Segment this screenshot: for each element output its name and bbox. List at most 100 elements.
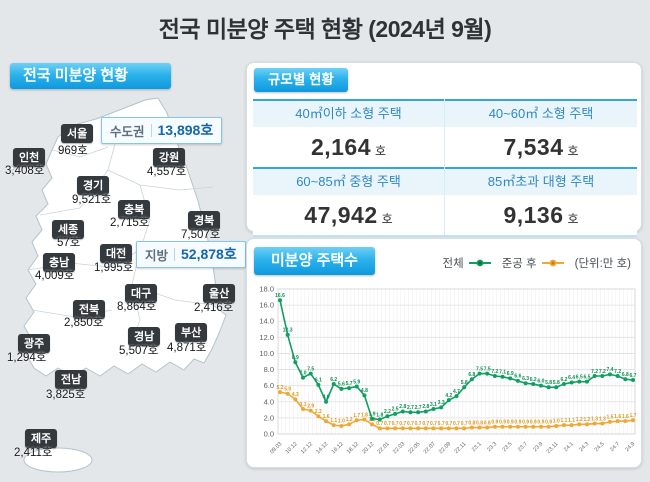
data-label: 2.8	[399, 404, 406, 410]
unit-suffix: 호	[567, 211, 579, 226]
data-label: 1.1	[560, 418, 567, 424]
svg-text:10.12: 10.12	[285, 441, 299, 455]
data-point	[316, 382, 321, 387]
size-cell-value: 47,942	[304, 201, 378, 228]
data-label: 1.2	[346, 417, 353, 423]
legend-label-completed: 준공 후	[501, 258, 537, 270]
data-point	[416, 410, 421, 415]
data-point	[370, 422, 375, 427]
data-point	[600, 374, 605, 378]
data-point	[370, 416, 375, 421]
region-count: 3,825호	[46, 389, 86, 401]
data-label: 7.5	[476, 366, 483, 372]
capital-area-total: 수도권 13,898호	[101, 117, 223, 144]
chart-legend: 전체 준공 후 (단위:만 호)	[443, 255, 631, 271]
data-label: 12.3	[283, 328, 293, 334]
data-point	[347, 422, 352, 427]
data-point	[377, 426, 382, 431]
data-point	[561, 382, 566, 387]
svg-text:23.1: 23.1	[471, 441, 483, 453]
divider	[150, 123, 152, 137]
region-count: 969호	[58, 145, 88, 157]
data-label: 1.9	[369, 411, 376, 417]
data-label: 0.9	[522, 420, 529, 426]
svg-text:20.12: 20.12	[361, 441, 375, 455]
unit-suffix: 호	[381, 211, 393, 226]
data-point	[400, 426, 405, 431]
data-label: 4.2	[445, 393, 452, 399]
data-point	[577, 422, 582, 427]
data-point	[354, 384, 359, 389]
data-label: 6.3	[522, 376, 529, 382]
data-label: 0.7	[399, 421, 406, 427]
data-label: 0.7	[453, 421, 460, 427]
region-count: 1,995호	[94, 262, 134, 274]
data-label: 4.3	[292, 392, 299, 398]
svg-text:6.0: 6.0	[264, 381, 274, 390]
svg-text:23.9: 23.9	[532, 441, 544, 453]
region-badge: 대전	[100, 244, 133, 263]
region-count: 4,871호	[167, 342, 207, 354]
data-point	[339, 386, 344, 391]
data-point	[285, 391, 290, 396]
size-panel-header: 규모별 현황	[254, 68, 348, 92]
data-point	[485, 425, 490, 430]
data-label: 7.2	[491, 369, 498, 375]
data-label: 1.7	[353, 413, 360, 419]
data-point	[285, 332, 290, 337]
region-count: 5,507호	[119, 345, 159, 357]
data-label: 7.0	[300, 370, 307, 376]
svg-text:24.5: 24.5	[594, 441, 606, 453]
data-label: 0.7	[376, 421, 383, 427]
data-label: 1.6	[323, 414, 330, 420]
data-label: 1.3	[591, 416, 598, 422]
data-label: 7.5	[484, 366, 491, 372]
data-label: 16.6	[275, 293, 285, 299]
size-cell-label: 40~60㎡ 소형 주택	[445, 99, 637, 127]
region-badge: 전남	[55, 370, 88, 389]
data-point	[446, 426, 451, 431]
data-label: 6.4	[568, 375, 575, 381]
data-label: 7.4	[607, 367, 614, 373]
svg-text:22.09: 22.09	[438, 441, 452, 455]
data-label: 0.9	[499, 420, 506, 426]
region-count: 1,294호	[7, 352, 47, 364]
data-label: 6.5	[583, 374, 590, 380]
svg-text:24.9: 24.9	[624, 441, 636, 453]
data-label: 5.9	[353, 379, 360, 385]
data-label: 0.9	[530, 420, 537, 426]
data-point	[331, 382, 336, 387]
data-point	[400, 409, 405, 414]
size-cell-over85: 85㎡초과 대형 주택 9,136 호	[445, 167, 637, 235]
unsold-housing-chart: 0.0 2.0 4.0 6.0 8.0 10.0 12.0 14.0 16.0 18.0 09.03…	[259, 285, 636, 456]
data-point	[561, 423, 566, 428]
data-label: 0.7	[392, 421, 399, 427]
data-point	[538, 383, 543, 388]
map-panel-header: 전국 미분양 현황	[10, 63, 171, 89]
data-label: 6.8	[622, 372, 629, 378]
data-label: 1.6	[614, 414, 621, 420]
svg-text:24.1: 24.1	[563, 441, 575, 453]
svg-text:12.0: 12.0	[259, 333, 274, 342]
unit-suffix: 호	[375, 143, 387, 158]
region-badge: 경남	[128, 327, 161, 346]
svg-text:22.07: 22.07	[423, 441, 437, 455]
korea-map: 서울 969호 인천 3,408호 경기 9,521호 강원 4,557호 충북 2,715호 경북…	[0, 95, 245, 477]
data-label: 0.7	[422, 421, 429, 427]
region-badge: 전북	[73, 300, 106, 319]
svg-text:0.0: 0.0	[264, 430, 274, 439]
data-label: 2.2	[315, 409, 322, 415]
data-point	[431, 426, 436, 431]
svg-text:22.05: 22.05	[407, 441, 421, 455]
data-label: 1.5	[607, 415, 614, 421]
data-label: 6.2	[530, 377, 537, 383]
region-count: 2,715호	[110, 217, 150, 229]
data-label: 0.9	[545, 420, 552, 426]
region-badge: 인천	[13, 148, 46, 167]
data-point	[554, 423, 559, 428]
size-cell-60to85: 60~85㎡ 중형 주택 47,942 호	[253, 167, 445, 235]
data-label: 8.9	[292, 355, 299, 361]
provincial-total: 지방 52,878호	[136, 241, 246, 268]
data-label: 7.2	[591, 369, 598, 375]
svg-text:16.12: 16.12	[331, 441, 345, 455]
